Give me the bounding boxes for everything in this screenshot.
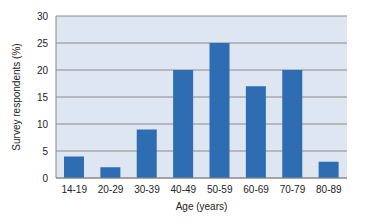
svg-text:10: 10: [37, 119, 49, 130]
svg-text:5: 5: [42, 146, 48, 157]
svg-text:14-19: 14-19: [61, 184, 87, 195]
svg-text:20-29: 20-29: [98, 184, 124, 195]
svg-text:15: 15: [37, 92, 49, 103]
svg-text:Age (years): Age (years): [176, 201, 228, 212]
svg-text:30: 30: [37, 11, 49, 22]
svg-text:Survey respondents (%): Survey respondents (%): [11, 43, 22, 150]
svg-text:25: 25: [37, 38, 49, 49]
svg-text:60-69: 60-69: [243, 184, 269, 195]
svg-text:40-49: 40-49: [171, 184, 197, 195]
svg-text:20: 20: [37, 65, 49, 76]
svg-text:0: 0: [42, 173, 48, 184]
svg-text:80-89: 80-89: [316, 184, 342, 195]
svg-text:70-79: 70-79: [280, 184, 306, 195]
svg-text:30-39: 30-39: [134, 184, 160, 195]
svg-text:50-59: 50-59: [207, 184, 233, 195]
